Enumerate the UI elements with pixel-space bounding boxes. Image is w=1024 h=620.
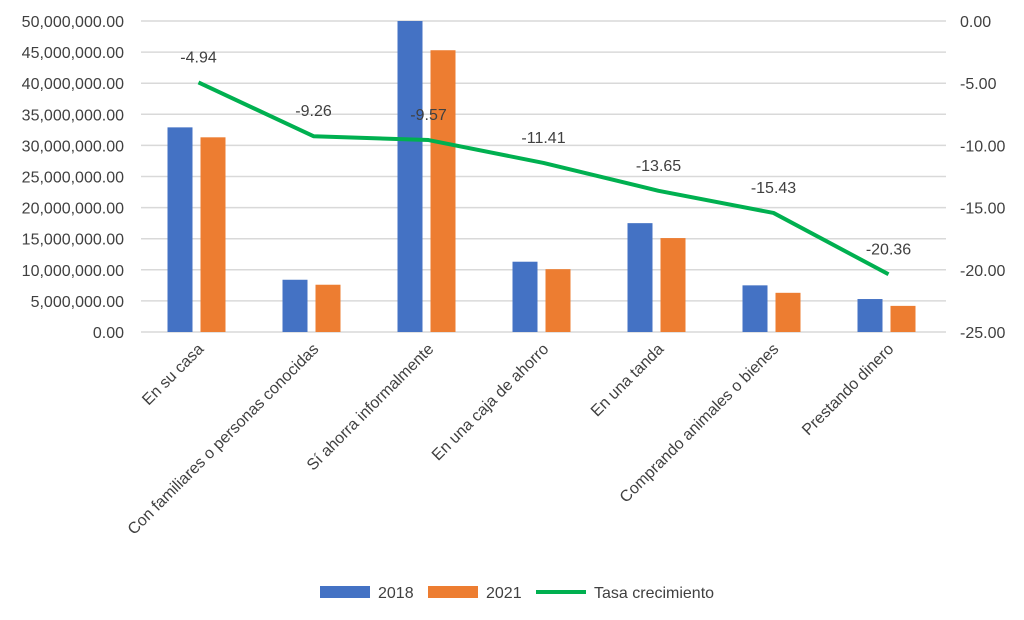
legend-label: 2018 (378, 585, 414, 602)
category-label: Prestando dinero (799, 341, 897, 439)
left-tick-label: 10,000,000.00 (22, 263, 124, 280)
legend-label: 2021 (486, 585, 522, 602)
bar-2018 (743, 285, 768, 332)
category-label: Con familiares o personas conocidas (125, 341, 323, 539)
left-tick-label: 45,000,000.00 (22, 45, 124, 62)
bar-2018 (283, 280, 308, 332)
left-tick-label: 30,000,000.00 (22, 138, 124, 155)
category-label: En una tanda (588, 341, 667, 420)
gridlines (141, 21, 946, 332)
data-label: -20.36 (866, 241, 911, 258)
left-tick-label: 15,000,000.00 (22, 232, 124, 249)
right-tick-label: -10.00 (960, 138, 1005, 155)
bar-2021 (891, 306, 916, 332)
left-tick-label: 5,000,000.00 (31, 294, 125, 311)
right-tick-label: 0.00 (960, 14, 991, 31)
left-tick-label: 25,000,000.00 (22, 170, 124, 187)
data-label: -9.26 (295, 103, 332, 120)
bar-2018 (628, 223, 653, 332)
legend-swatch-2018 (320, 586, 370, 598)
category-label: En una caja de ahorro (429, 341, 552, 464)
category-label: Sí ahorra informalmente (304, 341, 437, 474)
bar-2018 (168, 127, 193, 332)
left-tick-label: 40,000,000.00 (22, 76, 124, 93)
legend: 2018 2021 Tasa crecimiento (320, 585, 714, 602)
legend-swatch-2021 (428, 586, 478, 598)
data-label: -13.65 (636, 158, 681, 175)
data-label: -11.41 (521, 130, 565, 147)
data-label: -9.57 (410, 107, 447, 124)
bar-2018 (398, 21, 423, 332)
bar-2018 (513, 262, 538, 332)
left-tick-label: 0.00 (93, 325, 124, 342)
right-tick-label: -5.00 (960, 76, 997, 93)
right-tick-label: -25.00 (960, 325, 1005, 342)
bar-2021 (431, 50, 456, 332)
bar-2021 (316, 285, 341, 332)
left-axis: 0.00 5,000,000.00 10,000,000.00 15,000,000.… (22, 14, 124, 342)
right-axis: -25.00 -20.00 -15.00 -10.00 -5.00 0.00 (960, 14, 1005, 342)
category-label: En su casa (139, 341, 207, 409)
data-label: -15.43 (751, 180, 796, 197)
bar-2021 (661, 238, 686, 332)
bar-2021 (201, 137, 226, 332)
bar-2021 (776, 293, 801, 332)
legend-label: Tasa crecimiento (594, 585, 714, 602)
right-tick-label: -20.00 (960, 263, 1005, 280)
left-tick-label: 50,000,000.00 (22, 14, 124, 31)
left-tick-label: 35,000,000.00 (22, 107, 124, 124)
bar-2021 (546, 269, 571, 332)
bar-2018 (858, 299, 883, 332)
left-tick-label: 20,000,000.00 (22, 201, 124, 218)
right-tick-label: -15.00 (960, 201, 1005, 218)
data-label: -4.94 (180, 49, 217, 66)
